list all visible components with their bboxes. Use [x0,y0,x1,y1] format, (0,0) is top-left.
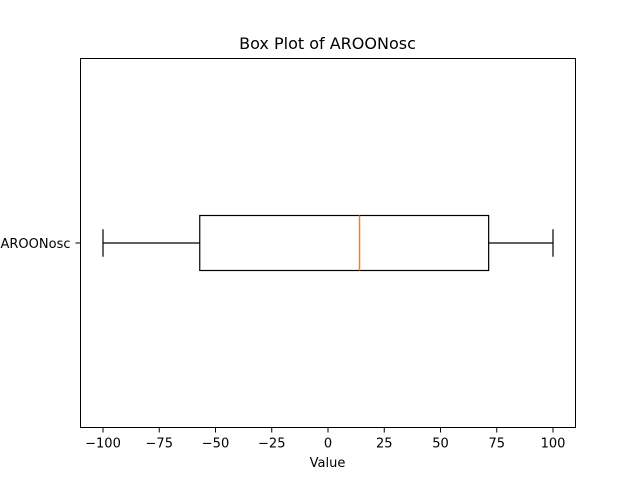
x-tick-label: −25 [258,437,285,452]
box-elements [102,214,554,272]
y-axis-ticks: AROONosc [1,237,81,252]
x-axis-ticks: −100 −75 −50 −25 0 25 50 75 100 [85,427,566,452]
x-axis-label: Value [310,456,346,471]
x-tick-label: −75 [146,437,173,452]
x-tick-label: −50 [202,437,229,452]
iqr-box [199,214,490,272]
x-tick-label: 25 [376,437,393,452]
x-tick-label: 0 [324,437,332,452]
x-tick-label: 100 [541,437,566,452]
x-tick-label: 75 [488,437,505,452]
chart-title: Box Plot of AROONosc [239,34,416,53]
y-tick-label: AROONosc [1,237,71,252]
x-tick-label: −100 [85,437,121,452]
x-tick-label: 50 [432,437,449,452]
